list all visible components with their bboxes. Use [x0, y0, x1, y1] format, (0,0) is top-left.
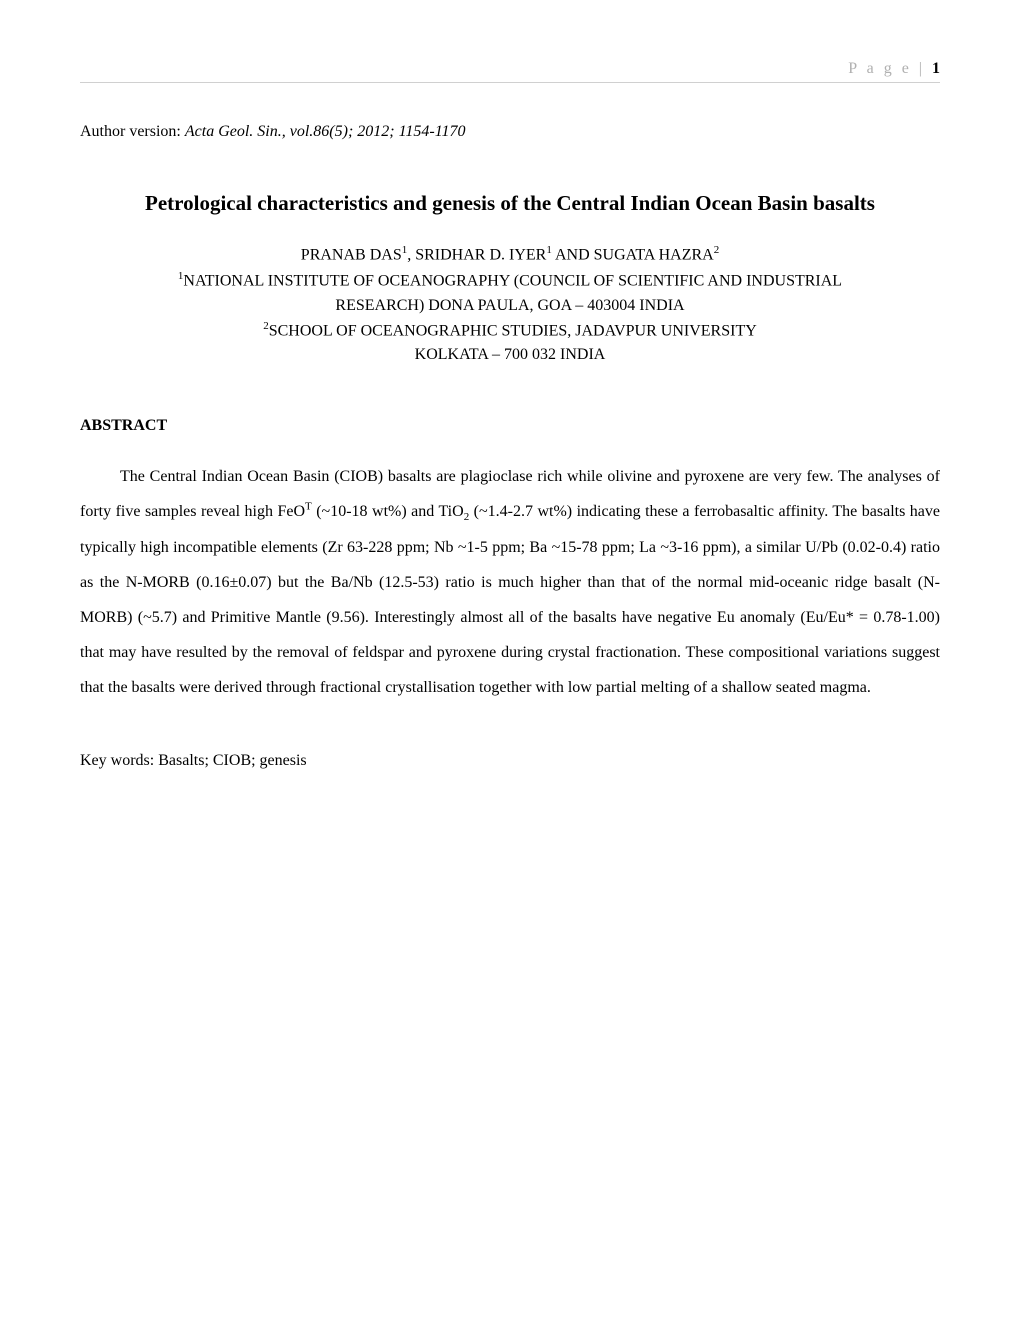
affiliation-2-line2: KOLKATA – 700 032 INDIA — [415, 346, 606, 363]
affiliation-2: 2SCHOOL OF OCEANOGRAPHIC STUDIES, JADAVP… — [80, 318, 940, 343]
keywords-text: Basalts; CIOB; genesis — [158, 752, 306, 769]
abstract-heading: ABSTRACT — [80, 417, 940, 435]
abstract-text-b: (~10-18 wt%) and TiO — [312, 503, 464, 520]
page-separator: | — [912, 60, 932, 77]
author-sep-2: AND — [552, 246, 594, 263]
keywords-line: Key words: Basalts; CIOB; genesis — [80, 745, 940, 777]
paper-title: Petrological characteristics and genesis… — [80, 191, 940, 216]
abstract-body: The Central Indian Ocean Basin (CIOB) ba… — [80, 459, 940, 706]
affiliation-1: 1NATIONAL INSTITUTE OF OCEANOGRAPHY (COU… — [80, 268, 940, 293]
keywords-label: Key words: — [80, 752, 158, 769]
author-2-name: SRIDHAR D. IYER — [415, 246, 546, 263]
author-version-citation: Acta Geol. Sin., vol.86(5); 2012; 1154-1… — [185, 123, 466, 140]
abstract-text-c: (~1.4-2.7 wt%) indicating these a ferrob… — [80, 503, 940, 696]
affiliation-1-line2-wrap: RESEARCH) DONA PAULA, GOA – 403004 INDIA — [80, 294, 940, 318]
page-label: P a g e — [848, 60, 912, 77]
affiliation-2-line1: SCHOOL OF OCEANOGRAPHIC STUDIES, JADAVPU… — [269, 322, 757, 339]
affiliation-1-line1: NATIONAL INSTITUTE OF OCEANOGRAPHY (COUN… — [183, 273, 842, 290]
author-version-line: Author version: Acta Geol. Sin., vol.86(… — [80, 123, 940, 141]
authors-line: PRANAB DAS1, SRIDHAR D. IYER1 AND SUGATA… — [80, 244, 940, 264]
page-number: 1 — [932, 60, 940, 77]
page-header: P a g e | 1 — [80, 60, 940, 83]
author-3-sup: 2 — [714, 244, 720, 256]
abstract-sup-1: T — [305, 501, 312, 513]
author-3-name: SUGATA HAZRA — [594, 246, 714, 263]
author-version-label: Author version: — [80, 123, 185, 140]
affiliation-1-line2: RESEARCH) DONA PAULA, GOA – 403004 INDIA — [335, 297, 684, 314]
affiliation-2-line2-wrap: KOLKATA – 700 032 INDIA — [80, 343, 940, 367]
author-1-name: PRANAB DAS — [301, 246, 402, 263]
